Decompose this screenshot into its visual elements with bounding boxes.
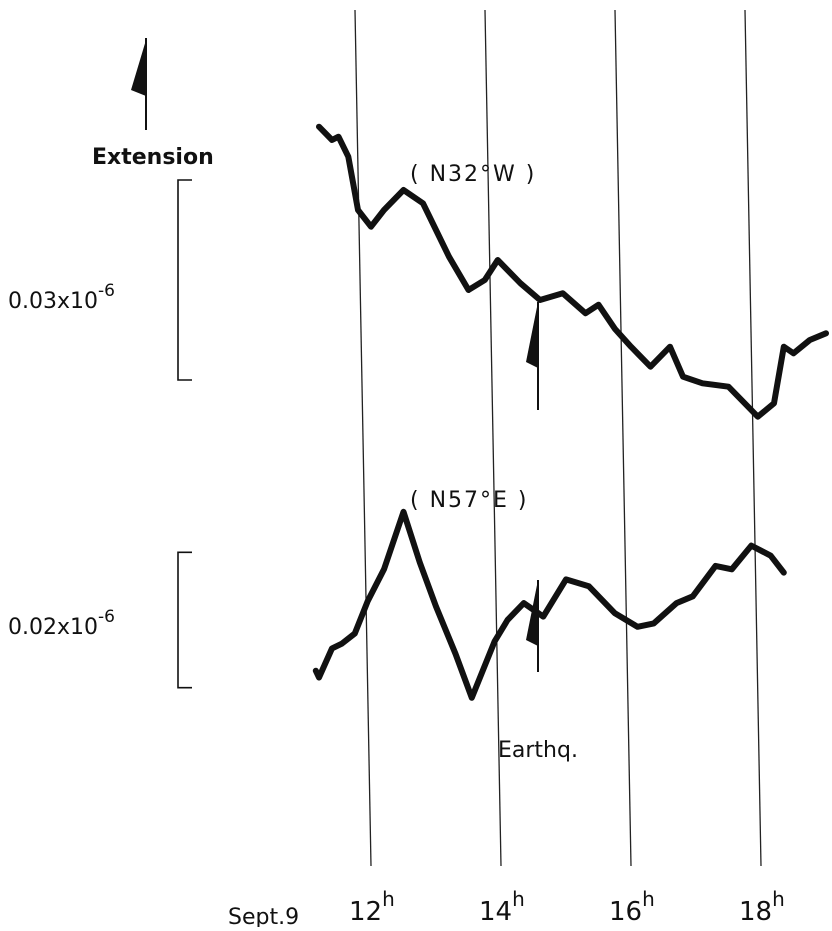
tick-label-18: 18h [739,887,785,927]
data-point-1-27 [782,571,785,574]
data-point-1-10 [454,652,457,655]
data-point-0-17 [584,312,587,315]
data-point-1-18 [613,612,616,615]
data-point-1-23 [714,564,717,568]
scale-exp-bottom: -6 [98,607,115,627]
data-point-1-4 [353,632,356,635]
series-layer [312,123,829,701]
data-point-1-16 [564,578,568,581]
data-point-1-25 [750,544,753,547]
data-point-1-3 [340,642,343,645]
scale-bar-1 [177,551,192,689]
grid-layer: 12h 14h 16h 18h [349,9,785,927]
data-point-1-1 [317,676,321,679]
data-point-1-22 [691,595,694,598]
data-point-1-9 [434,605,438,608]
extension-label: Extension [92,145,214,170]
data-point-0-12 [483,278,486,282]
data-point-1-11 [470,696,473,699]
series-line-1 [312,508,787,701]
data-point-0-25 [727,385,730,388]
data-point-0-23 [681,375,685,378]
scale-bar-0 [177,179,192,381]
tick-label-12: 12h [349,887,395,927]
data-point-0-24 [701,382,704,385]
data-point-0-29 [792,352,795,355]
data-point-0-20 [629,345,633,348]
scale-label-bottom: 0.02x10-6 [8,607,115,640]
data-point-0-6 [382,208,386,212]
earthquake-arrowhead-icon-0 [526,302,538,368]
data-point-1-6 [382,568,386,571]
data-point-0-10 [447,255,451,258]
gridline-18h [744,9,762,867]
data-point-1-19 [636,625,639,628]
gridline-12h [354,9,372,867]
data-point-0-9 [434,228,438,232]
data-point-1-8 [418,561,421,564]
data-point-1-0 [314,669,317,672]
series-line-0 [316,123,829,420]
data-point-1-5 [366,599,369,603]
data-point-0-19 [613,327,616,330]
data-point-0-13 [496,258,499,262]
earthquake-label: Earthq. [498,738,578,763]
data-point-0-26 [756,415,759,418]
data-point-0-3 [347,155,350,158]
data-point-0-7 [402,188,405,192]
data-point-1-15 [542,615,545,618]
data-point-0-31 [824,332,828,335]
data-point-1-21 [675,601,678,605]
scale-label-top: 0.03x10-6 [8,281,115,314]
data-point-0-8 [421,202,425,205]
data-point-0-14 [519,282,522,285]
series-title-n57e: ( N57°E ) [410,488,529,513]
data-point-0-11 [467,288,470,292]
scale-exp-top: -6 [98,281,115,301]
data-point-0-5 [369,225,373,228]
gridline-16h [614,9,632,867]
extension-arrow-icon [131,38,147,130]
gridline-14h [484,9,502,867]
data-point-0-28 [782,345,785,348]
tick-label-14: 14h [479,887,525,927]
data-point-0-2 [337,135,340,138]
data-point-1-26 [769,554,772,557]
data-point-1-7 [402,510,405,513]
data-point-1-17 [587,585,590,588]
annotation-layer [177,179,539,689]
data-point-0-1 [330,138,334,142]
data-point-1-2 [330,647,334,650]
data-point-1-24 [730,568,733,571]
series-title-n32w: ( N32°W ) [410,162,536,187]
earthquake-arrowhead-icon-1 [526,580,538,646]
tick-label-16: 16h [609,887,655,927]
data-point-0-30 [808,338,811,342]
data-point-0-18 [597,303,600,306]
data-point-0-0 [317,125,321,128]
data-point-0-15 [538,298,542,302]
data-point-1-12 [493,640,496,643]
data-point-1-14 [522,601,525,605]
date-label: Sept.9 [228,905,299,927]
data-point-0-4 [356,208,360,212]
data-point-0-27 [772,402,776,405]
data-point-1-13 [506,618,509,622]
data-point-0-16 [561,292,564,295]
data-point-0-21 [649,365,652,368]
data-point-1-20 [652,622,655,625]
data-point-0-22 [668,345,672,348]
